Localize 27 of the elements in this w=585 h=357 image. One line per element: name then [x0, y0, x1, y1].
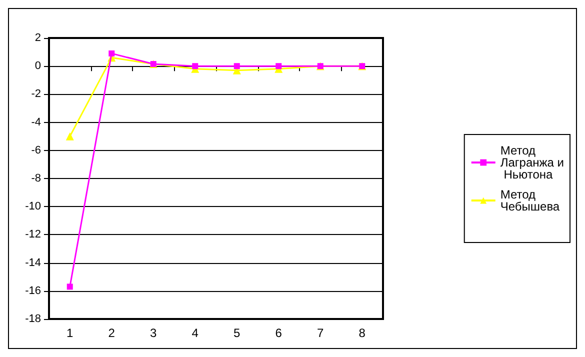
y-tick-label: 2 — [34, 32, 41, 44]
point — [66, 132, 74, 140]
y-tick-label: -14 — [25, 256, 41, 269]
x-tick-label: 7 — [317, 326, 324, 340]
x-tick-label: 6 — [275, 326, 282, 340]
y-tick-label: -8 — [31, 172, 41, 184]
y-tick-label: -18 — [25, 313, 41, 325]
x-tick-label: 4 — [192, 326, 199, 340]
x-tick-label: 2 — [108, 326, 116, 340]
point — [276, 63, 282, 70]
y-tick-label: 0 — [34, 60, 41, 72]
point — [108, 50, 115, 56]
x-tick-label: 5 — [234, 326, 241, 340]
y-tick-label: -12 — [25, 228, 41, 241]
x-tick-label: 3 — [150, 326, 158, 340]
y-tick-label: -16 — [25, 284, 41, 297]
x-tick-label: 8 — [358, 326, 366, 340]
y-tick-label: -10 — [25, 200, 41, 213]
point — [192, 63, 198, 70]
y-tick-label: -6 — [31, 144, 41, 156]
legend-label: Метод Лагранжа и Ньютона — [500, 144, 564, 182]
point — [66, 284, 73, 290]
point — [234, 63, 240, 70]
legend-label: Метод Чебышева — [500, 188, 560, 214]
y-tick-label: -4 — [31, 116, 41, 128]
y-tick-label: -2 — [31, 88, 41, 100]
x-tick-label: 1 — [66, 326, 74, 340]
